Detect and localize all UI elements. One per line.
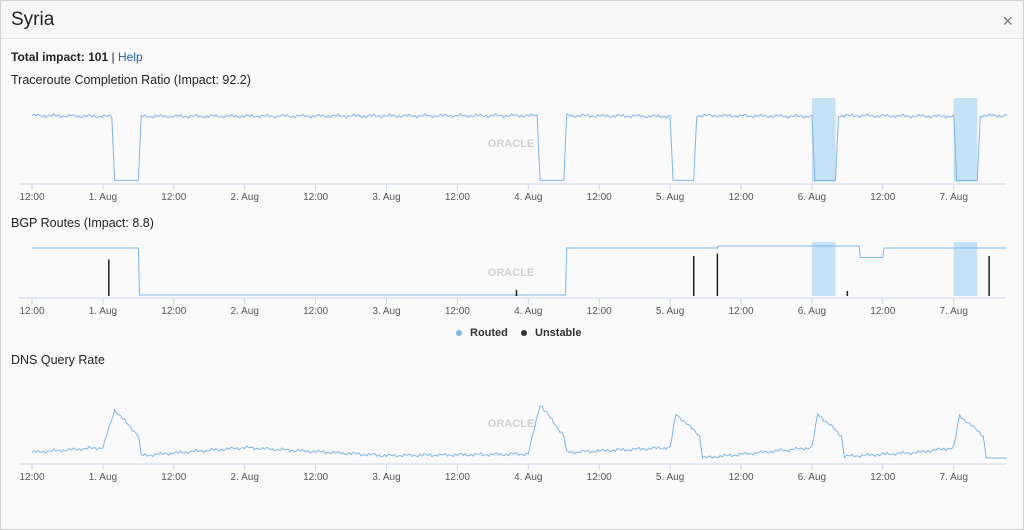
traceroute-chart[interactable]: ORACLE 12:00 1. Aug 12:00 2. Aug 12:00 3. Aug 1… [1, 92, 1024, 212]
modal-title: Syria [11, 8, 55, 30]
unstable-legend-icon [521, 330, 527, 336]
x-tick-label: 2. Aug [231, 472, 259, 483]
x-tick-label: 12:00 [728, 472, 753, 483]
x-tick-label: 1. Aug [89, 472, 117, 483]
x-tick-label: 5. Aug [656, 192, 684, 203]
x-tick-label: 12:00 [587, 472, 612, 483]
x-tick-label: 12:00 [161, 306, 186, 317]
help-link[interactable]: Help [117, 50, 143, 64]
legend-label-unstable: Unstable [535, 327, 582, 339]
x-tick-label: 12:00 [19, 306, 44, 317]
x-tick-label: 12:00 [587, 192, 612, 203]
routed-legend-icon [456, 330, 462, 336]
highlight-band [953, 98, 978, 182]
x-tick-label: 12:00 [870, 306, 895, 317]
highlight-band [811, 98, 836, 182]
x-tick-label: 12:00 [870, 472, 895, 483]
x-tick-label: 4. Aug [514, 192, 542, 203]
x-tick-label: 12:00 [445, 192, 470, 203]
modal-body: Total impact: 101 | Help Traceroute Comp… [1, 40, 1023, 529]
bgp-chart-title: BGP Routes (Impact: 8.8) [11, 216, 154, 230]
x-tick-label: 12:00 [728, 306, 753, 317]
x-tick-label: 12:00 [19, 472, 44, 483]
x-tick-label: 1. Aug [89, 306, 117, 317]
x-tick-label: 7. Aug [940, 192, 968, 203]
x-tick-label: 12:00 [303, 306, 328, 317]
x-tick-label: 6. Aug [798, 306, 826, 317]
modal-header: Syria [1, 1, 1023, 39]
x-tick-label: 2. Aug [231, 306, 259, 317]
x-tick-label: 3. Aug [372, 472, 400, 483]
x-tick-label: 12:00 [161, 472, 186, 483]
oracle-watermark: ORACLE [488, 267, 534, 279]
legend-item-unstable[interactable]: Unstable [521, 327, 581, 339]
impact-separator: | [111, 50, 115, 64]
x-tick-label: 12:00 [19, 192, 44, 203]
x-tick-label: 1. Aug [89, 192, 117, 203]
series-line [31, 112, 1008, 181]
x-tick-label: 12:00 [870, 192, 895, 203]
x-tick-label: 6. Aug [798, 472, 826, 483]
series-line [32, 245, 1007, 296]
x-tick-label: 7. Aug [940, 472, 968, 483]
x-tick-label: 12:00 [445, 306, 470, 317]
legend-item-routed[interactable]: Routed [456, 327, 508, 339]
dns-chart-title: DNS Query Rate [11, 353, 105, 367]
x-tick-label: 7. Aug [940, 306, 968, 317]
oracle-watermark: ORACLE [488, 138, 534, 150]
x-tick-label: 6. Aug [798, 192, 826, 203]
x-tick-label: 5. Aug [656, 306, 684, 317]
dns-chart[interactable]: ORACLE 12:00 1. Aug 12:00 2. Aug 12:00 3. Aug 1… [1, 372, 1024, 498]
highlight-band [953, 242, 978, 296]
close-icon[interactable]: × [1002, 11, 1013, 31]
bgp-legend: Routed Unstable [1, 327, 1024, 341]
series-line [31, 405, 1007, 460]
x-tick-label: 2. Aug [231, 192, 259, 203]
legend-label-routed: Routed [470, 327, 508, 339]
traceroute-chart-title: Traceroute Completion Ratio (Impact: 92.… [11, 73, 251, 87]
x-tick-label: 12:00 [303, 472, 328, 483]
total-impact: Total impact: 101 | Help [11, 50, 143, 64]
x-tick-label: 5. Aug [656, 472, 684, 483]
x-tick-label: 12:00 [728, 192, 753, 203]
oracle-watermark: ORACLE [488, 418, 534, 430]
total-impact-label: Total impact: [11, 50, 85, 64]
total-impact-value: 101 [88, 50, 109, 64]
x-tick-label: 3. Aug [372, 192, 400, 203]
bgp-chart[interactable]: ORACLE 12:00 1. Aug 12:00 2. Aug 12:00 3. Aug 1… [1, 234, 1024, 318]
highlight-band [811, 242, 836, 296]
x-tick-label: 4. Aug [514, 306, 542, 317]
x-tick-label: 12:00 [587, 306, 612, 317]
x-tick-label: 12:00 [161, 192, 186, 203]
x-tick-label: 4. Aug [514, 472, 542, 483]
x-tick-label: 3. Aug [372, 306, 400, 317]
x-tick-label: 12:00 [303, 192, 328, 203]
x-tick-label: 12:00 [445, 472, 470, 483]
